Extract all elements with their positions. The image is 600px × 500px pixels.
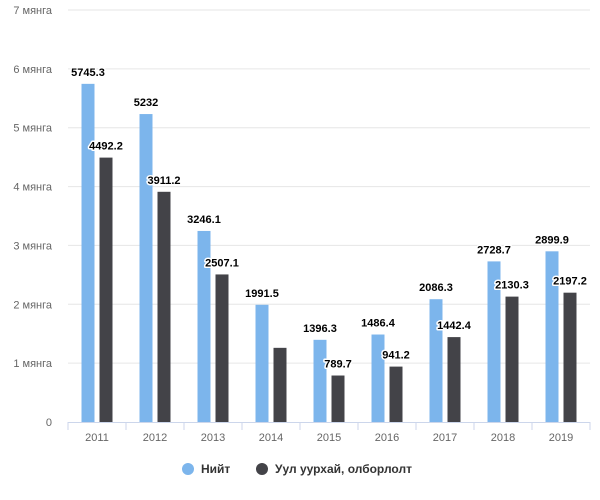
legend-label: Уул уурхай, олборлолт: [275, 462, 412, 476]
bar[interactable]: [371, 334, 385, 422]
y-tick-label: 7 мянга: [13, 5, 53, 17]
x-tick-label: 2012: [143, 432, 167, 444]
bar[interactable]: [447, 337, 461, 422]
x-tick-label: 2014: [259, 432, 283, 444]
y-tick-label: 5 мянга: [13, 123, 53, 135]
x-tick-label: 2019: [549, 432, 573, 444]
x-tick-label: 2018: [491, 432, 515, 444]
y-axis: 0 1 мянга 2 мянга 3 мянга 4 мянга 5 мянга 6 мя…: [13, 5, 53, 429]
bar[interactable]: [429, 299, 443, 422]
x-tick-label: 2016: [375, 432, 399, 444]
data-label: 1486.4: [361, 318, 396, 330]
data-label: 4492.2: [89, 141, 123, 153]
data-label: 941.2: [382, 350, 410, 362]
data-label: 3246.1: [187, 214, 221, 226]
x-tick-label: 2013: [201, 432, 225, 444]
y-tick-label: 2 мянга: [13, 299, 53, 311]
bar[interactable]: [81, 83, 95, 423]
bar[interactable]: [389, 366, 403, 422]
bar[interactable]: [487, 261, 501, 422]
data-labels: 5745.3 5232 3246.1 1991.5 1396.3 1486.4 2086.3…: [70, 65, 589, 372]
data-label: 5232: [134, 97, 158, 109]
data-label: 2899.9: [535, 234, 569, 246]
x-tick-label: 2017: [433, 432, 457, 444]
legend-label: Нийт: [201, 462, 230, 476]
bar[interactable]: [215, 274, 229, 422]
data-label: 3911.2: [147, 175, 180, 187]
data-label: 1442.4: [437, 320, 472, 332]
bar[interactable]: [197, 230, 211, 422]
data-label: 2507.1: [205, 257, 239, 269]
data-label: 2086.3: [419, 282, 453, 294]
x-tick-label: 2015: [317, 432, 341, 444]
data-label: 789.7: [324, 359, 352, 371]
bar[interactable]: [255, 304, 269, 422]
legend-marker: [182, 463, 194, 475]
bar[interactable]: [273, 347, 287, 422]
x-axis: 2011 2012 2013 2014 2015 2016 2017 2018 2019: [67, 422, 591, 444]
grid-lines: [68, 9, 590, 364]
y-tick-label: 3 мянга: [13, 240, 53, 252]
bar[interactable]: [157, 191, 171, 422]
bar[interactable]: [505, 296, 519, 422]
legend-item[interactable]: Уул уурхай, олборлолт: [256, 462, 412, 476]
legend-marker: [256, 463, 268, 475]
data-label: 5745.3: [71, 67, 105, 79]
y-tick-label: 6 мянга: [13, 64, 53, 76]
y-tick-label: 4 мянга: [13, 182, 53, 194]
y-tick-label: 0: [46, 417, 52, 429]
y-tick-label: 1 мянга: [13, 358, 53, 370]
data-label: 2130.3: [495, 280, 529, 292]
bar[interactable]: [563, 292, 577, 422]
data-label: 2728.7: [477, 244, 511, 256]
legend: Нийт Уул уурхай, олборлолт: [182, 462, 412, 476]
bar[interactable]: [545, 251, 559, 422]
bars: [81, 83, 577, 423]
bar[interactable]: [139, 114, 153, 423]
data-label: 1396.3: [303, 323, 337, 335]
bar[interactable]: [99, 157, 113, 423]
bar[interactable]: [313, 339, 327, 422]
data-label: 1991.5: [245, 288, 279, 300]
legend-item[interactable]: Нийт: [182, 462, 230, 476]
data-label: 2197.2: [553, 276, 587, 288]
bar[interactable]: [331, 375, 345, 422]
x-tick-label: 2011: [85, 432, 109, 444]
